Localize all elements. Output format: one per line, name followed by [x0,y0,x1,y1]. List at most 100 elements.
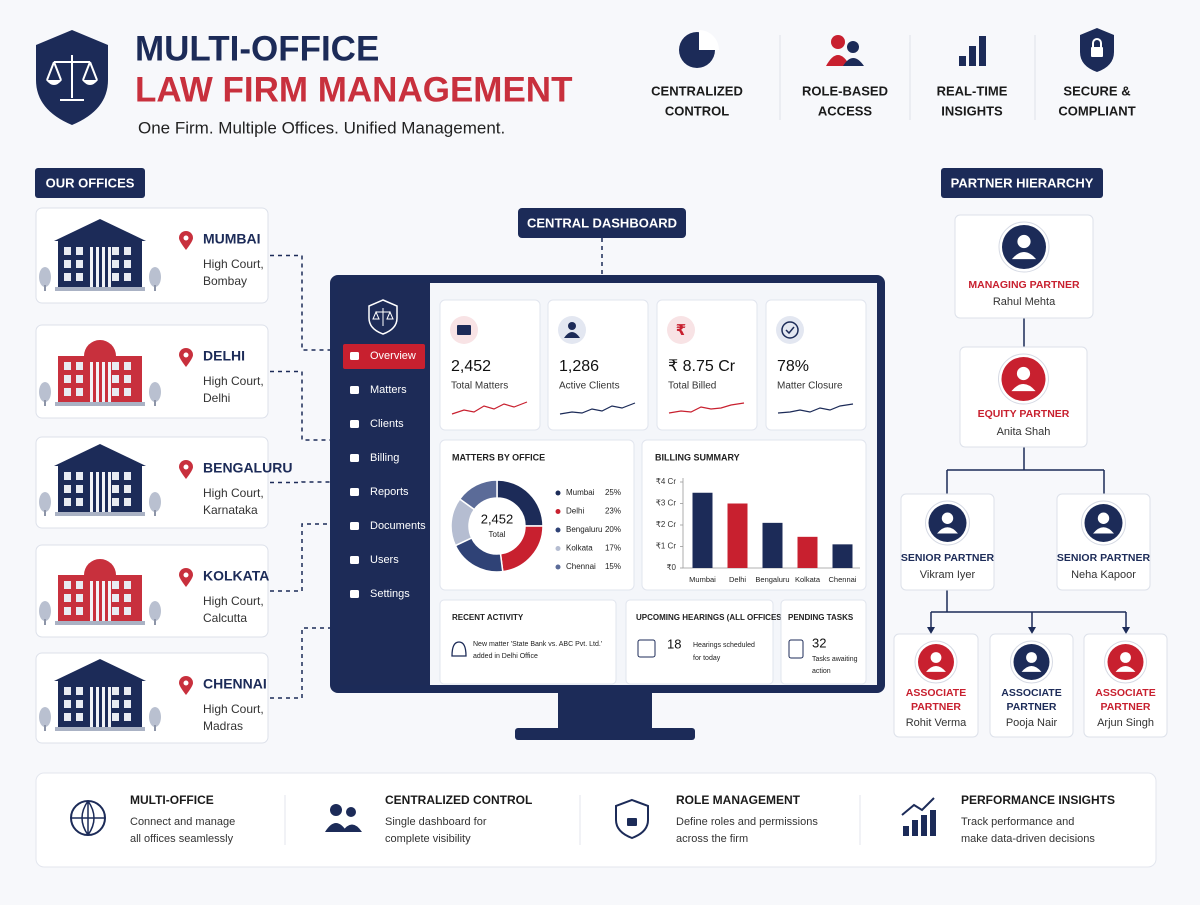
window [76,273,83,281]
nav-item[interactable]: Clients [370,418,404,430]
tree-trunk [154,725,156,731]
data-label: 15% [605,562,621,571]
data-label: 17% [605,544,621,553]
section-title: PARTNER HIERARCHY [951,175,1094,190]
arrow [927,627,935,634]
panel-text: Tasks awaiting [812,656,858,663]
tree-trunk [44,400,46,406]
window [76,581,83,589]
avatar-ring [1104,640,1147,684]
city: KOLKATA [203,568,269,584]
window [124,375,131,383]
kpi-icon-bg [776,316,804,344]
avatar-ring [1081,500,1126,546]
connector [270,254,330,351]
legend-dot [555,546,561,551]
x-tick-label: Bengaluru [755,575,789,584]
window [112,375,119,383]
data-label: 25% [605,488,621,497]
window [112,498,119,506]
window [112,260,119,268]
feature-label: SECURE & [1063,83,1130,98]
footer-text: Track performance and [961,816,1074,828]
legend-dot [555,564,561,570]
partner-role: PARTNER [1007,701,1057,713]
window [64,260,71,268]
partner-role: EQUITY PARTNER [978,408,1070,420]
column [96,687,99,727]
feature-label: CONTROL [665,103,729,118]
calendar-icon [637,639,656,658]
panel-value: 32 [812,635,826,650]
nav-icon [350,522,359,530]
window [64,388,71,396]
donut-label: Total [489,530,506,539]
nav-item[interactable]: Documents [370,520,426,532]
court: High Court, [203,257,264,271]
feature-label: CENTRALIZED [651,83,743,98]
column [108,687,111,727]
nav-item[interactable]: Matters [370,384,407,396]
panel-title: UPCOMING HEARINGS (ALL OFFICES) [636,613,785,622]
tree [39,601,51,621]
nav-item[interactable]: Users [370,554,399,566]
column [90,581,93,621]
kpi-icon: ₹ [676,322,686,339]
window [76,594,83,602]
window [76,700,83,708]
section-title: CENTRAL DASHBOARD [527,215,677,230]
partner-role: MANAGING PARTNER [968,279,1080,291]
column [102,581,105,621]
sidebar [338,283,430,685]
icon-people [843,58,864,66]
connector [270,627,330,699]
building-dome [84,340,116,356]
window [124,498,131,506]
panel-title: RECENT ACTIVITY [452,613,524,622]
icon-bar [912,820,918,836]
tagline: One Firm. Multiple Offices. Unified Mana… [138,118,505,137]
kpi-icon [564,332,580,338]
feature-label: ROLE-BASED [802,83,888,98]
chart-title: MATTERS BY OFFICE [452,452,545,462]
avatar-body [937,527,958,534]
pin-dot [183,464,189,470]
window [64,362,71,370]
window [64,594,71,602]
tree-trunk [44,285,46,291]
building-roof [54,444,146,466]
footer-title: PERFORMANCE INSIGHTS [961,793,1115,807]
nav-item[interactable]: Overview [370,350,416,362]
tree-trunk [154,285,156,291]
nav-item[interactable]: Reports [370,486,409,498]
icon-people [342,824,362,832]
footer-title: CENTRALIZED CONTROL [385,793,532,807]
window [76,498,83,506]
court: High Court, [203,486,264,500]
nav-item[interactable]: Billing [370,452,399,464]
panel [780,599,867,685]
legend-dot [555,509,561,514]
nav-item[interactable]: Settings [370,588,410,600]
avatar-ring [998,221,1050,273]
window [124,273,131,281]
icon-bar [979,36,986,66]
window [76,362,83,370]
pin-dot [183,235,189,241]
tree-trunk [44,510,46,516]
tree-trunk [154,510,156,516]
avatar-head [941,512,954,524]
y-tick-label: ₹2 Cr [656,520,677,529]
bar [762,522,783,568]
window [64,247,71,255]
window [64,498,71,506]
icon-bar [930,810,936,836]
building-roof [54,219,146,241]
window [112,273,119,281]
tree [149,601,161,621]
nav-icon [350,352,359,360]
window [112,472,119,480]
section-label [941,168,1103,198]
footer-text: complete visibility [385,833,471,845]
city: MUMBAI [203,231,261,247]
